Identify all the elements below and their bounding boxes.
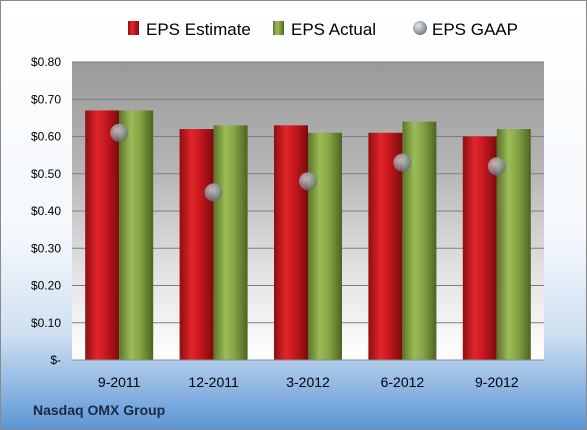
legend: EPS Estimate EPS Actual EPS GAAP — [128, 20, 518, 39]
eps-estimate-bar — [368, 132, 403, 360]
x-tick-label: 12-2011 — [188, 374, 239, 390]
y-tick-label: $0.80 — [31, 55, 61, 69]
y-tick-label: $0.70 — [31, 92, 61, 106]
legend-label-eps-estimate: EPS Estimate — [146, 20, 251, 39]
x-tick-label: 9-2012 — [475, 374, 519, 390]
eps-estimate-bar — [85, 110, 120, 360]
legend-swatch-eps-gaap — [413, 21, 427, 35]
y-tick-label: $0.10 — [31, 316, 61, 330]
gaap-markers — [110, 123, 506, 202]
y-tick-label: $0.40 — [31, 204, 61, 218]
x-tick-label: 9-2011 — [98, 374, 141, 390]
legend-swatch-eps-estimate — [128, 21, 139, 35]
eps-estimate-bar — [274, 125, 308, 360]
x-tick-label: 3-2012 — [286, 374, 330, 390]
y-tick-label: $0.20 — [31, 279, 61, 293]
eps-gaap-marker — [110, 123, 129, 142]
legend-label-eps-gaap: EPS GAAP — [432, 20, 518, 39]
y-tick-label: $- — [50, 353, 61, 367]
eps-actual-bar — [213, 125, 248, 360]
y-tick-label: $0.50 — [31, 167, 61, 181]
y-axis-ticks: $- $0.10 $0.20 $0.30 $0.40 $0.50 $0.60 $0.70 $0.… — [31, 55, 61, 367]
y-tick-label: $0.60 — [31, 130, 61, 144]
x-tick-label: 6-2012 — [381, 374, 425, 390]
legend-swatch-eps-actual — [273, 21, 284, 35]
eps-estimate-bar — [462, 136, 497, 360]
eps-gaap-marker — [204, 183, 223, 202]
eps-actual-bar — [119, 110, 154, 360]
eps-gaap-marker — [393, 153, 412, 172]
x-axis-ticks: 9-2011 12-2011 3-2012 6-2012 9-2012 — [98, 374, 519, 390]
company-label: Nasdaq OMX Group — [33, 402, 165, 418]
eps-estimate-bar — [179, 129, 214, 360]
legend-label-eps-actual: EPS Actual — [291, 20, 376, 39]
eps-gaap-marker — [487, 157, 506, 176]
eps-gaap-marker — [299, 172, 317, 191]
bars — [85, 110, 531, 360]
y-tick-label: $0.30 — [31, 241, 61, 255]
eps-actual-bar — [308, 132, 342, 360]
